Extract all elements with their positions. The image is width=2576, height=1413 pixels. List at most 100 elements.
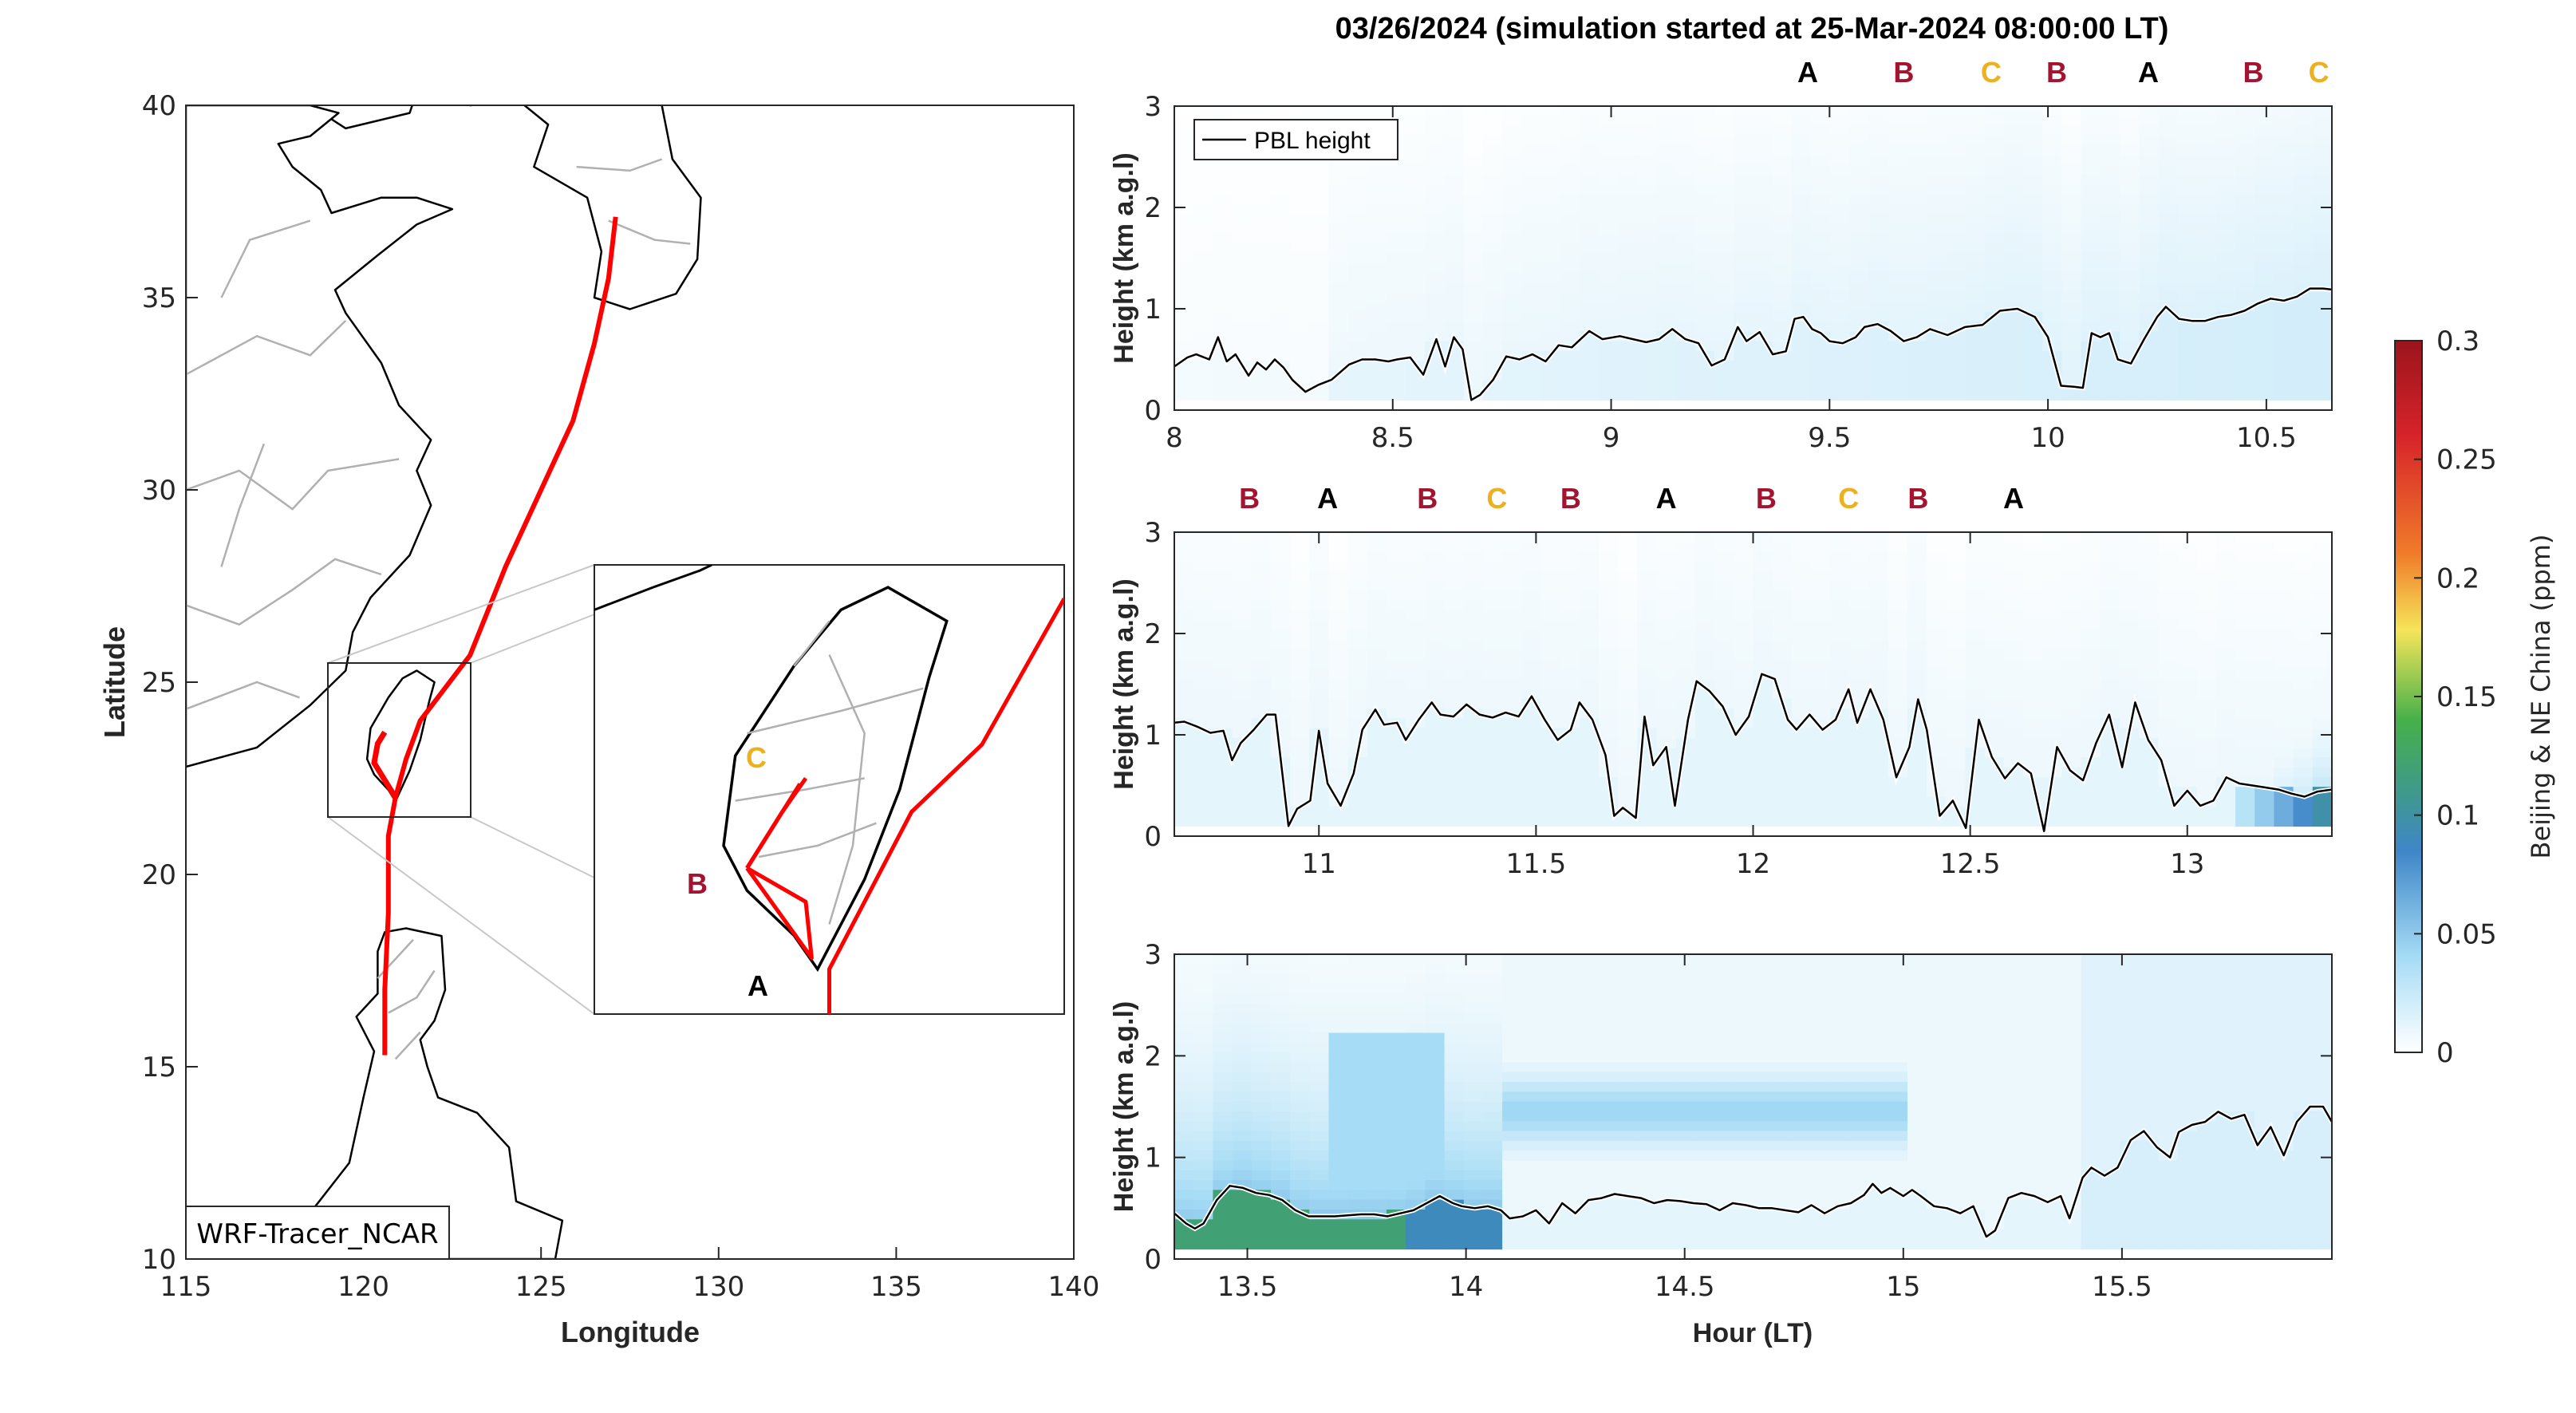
tracer-cell <box>2254 164 2275 176</box>
tracer-cell <box>1637 689 1658 700</box>
tracer-cell <box>1174 708 1194 720</box>
tracer-cell <box>1463 1023 1484 1034</box>
tracer-cell <box>1772 542 1793 553</box>
tracer-cell <box>1521 1012 1542 1024</box>
tracer-cell <box>1251 993 1272 1004</box>
tracer-cell <box>1193 184 1214 195</box>
tracer-cell <box>1482 1160 1503 1171</box>
tracer-cell <box>1830 106 1851 117</box>
tracer-cell <box>1540 640 1561 651</box>
tracer-cell <box>1174 659 1194 670</box>
tracer-cell <box>1656 1131 1677 1142</box>
tracer-cell <box>1309 1160 1330 1171</box>
tracer-cell <box>1753 620 1773 631</box>
tracer-cell <box>1444 571 1465 582</box>
tracer-cell <box>1251 1072 1272 1083</box>
tracer-cell <box>1387 223 1406 235</box>
tracer-cell <box>1367 390 1387 401</box>
tracer-cell <box>1347 262 1368 274</box>
tracer-cell <box>1811 620 1832 631</box>
tracer-cell <box>2061 649 2082 661</box>
tracer-cell <box>1174 816 1194 827</box>
tracer-cell <box>1502 125 1523 136</box>
tracer-cell <box>1714 390 1735 401</box>
tracer-cell <box>1637 302 1658 313</box>
tracer-cell <box>1232 1072 1252 1083</box>
tracer-cell <box>2003 669 2024 680</box>
tracer-cell <box>2023 262 2044 274</box>
tracer-cell <box>1251 728 1272 739</box>
tracer-cell <box>1618 350 1639 361</box>
tracer-cell <box>2061 718 2082 729</box>
tracer-cell <box>1907 600 1927 611</box>
tracer-cell <box>1888 164 1908 176</box>
tracer-cell <box>1232 174 1252 185</box>
tracer-cell <box>1425 174 1446 185</box>
tracer-cell <box>1521 590 1542 602</box>
tracer-cell <box>1927 610 1947 622</box>
tracer-cell <box>1328 322 1349 333</box>
tracer-cell <box>2235 194 2256 205</box>
tracer-cell <box>1907 610 1927 622</box>
tracer-cell <box>1251 1062 1272 1073</box>
tracer-cell <box>1521 1072 1542 1083</box>
tracer-cell <box>1444 1042 1465 1053</box>
tracer-cell <box>1213 311 1233 322</box>
tracer-cell <box>1599 370 1619 381</box>
tracer-cell <box>1193 630 1214 641</box>
tracer-cell <box>1791 561 1812 572</box>
tracer-cell <box>1521 640 1542 651</box>
tracer-cell <box>2061 370 2082 381</box>
tracer-cell <box>1753 1032 1773 1044</box>
tracer-cell <box>1791 243 1812 254</box>
tracer-cell <box>1830 223 1851 235</box>
tracer-cell <box>2177 194 2198 205</box>
tracer-cell <box>1811 571 1832 582</box>
tracer-cell <box>1502 748 1523 759</box>
tracer-cell <box>1387 532 1406 543</box>
tracer-cell <box>1830 233 1851 244</box>
tracer-cell <box>1387 542 1406 553</box>
tracer-cell <box>1599 1140 1619 1151</box>
tracer-cell <box>1618 679 1639 690</box>
tracer-cell <box>1309 561 1330 572</box>
tracer-cell <box>1174 640 1194 651</box>
tracer-cell <box>2196 262 2217 274</box>
tracer-cell <box>1830 292 1851 303</box>
tracer-cell <box>1694 1151 1715 1162</box>
tracer-cell <box>2139 214 2160 225</box>
tracer-cell <box>1193 1003 1214 1014</box>
tracer-cell <box>1927 698 1947 709</box>
tracer-cell <box>1618 767 1639 778</box>
tracer-cell <box>2158 581 2179 592</box>
tracer-cell <box>1965 610 1986 622</box>
tracer-cell <box>1868 1229 1889 1240</box>
tracer-cell <box>2293 806 2314 817</box>
tracer-cell <box>1734 116 1754 127</box>
tracer-cell <box>1502 973 1523 985</box>
tracer-cell <box>1540 669 1561 680</box>
tracer-cell <box>1232 1131 1252 1142</box>
tracer-cell <box>1946 106 1967 117</box>
tracer-cell <box>1270 1032 1291 1044</box>
tracer-cell <box>2120 806 2140 817</box>
tracer-cell <box>1444 689 1465 700</box>
tracer-cell <box>1251 1121 1272 1132</box>
tracer-cell <box>1193 174 1214 185</box>
tracer-cell <box>2177 757 2198 768</box>
tracer-cell <box>1656 551 1677 562</box>
tracer-cell <box>2023 571 2044 582</box>
tracer-cell <box>1734 776 1754 787</box>
tracer-cell <box>1888 669 1908 680</box>
tracer-cell <box>1734 767 1754 778</box>
tracer-cell <box>1463 767 1484 778</box>
tracer-cell <box>1367 331 1387 342</box>
tracer-cell <box>1734 806 1754 817</box>
tracer-cell <box>1213 954 1233 965</box>
tracer-cell <box>2177 262 2198 274</box>
tracer-cell <box>1868 380 1889 391</box>
tracer-cell <box>1849 370 1870 381</box>
tracer-cell <box>2293 620 2314 631</box>
tracer-cell <box>1213 1239 1233 1250</box>
tracer-cell <box>1328 1190 1349 1201</box>
